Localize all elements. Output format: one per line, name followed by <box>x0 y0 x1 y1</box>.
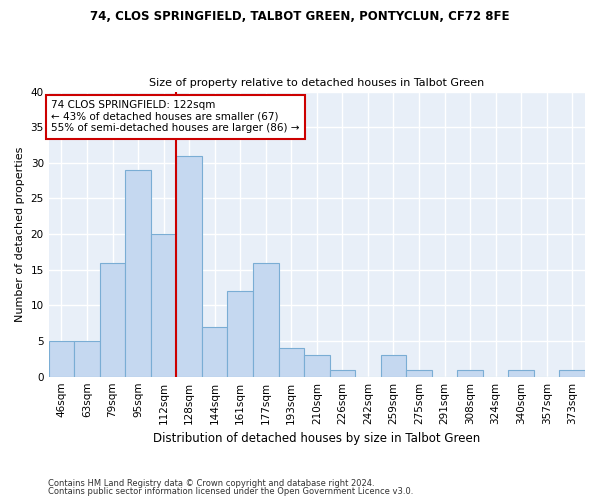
Bar <box>74 341 100 376</box>
Bar <box>559 370 585 376</box>
Bar <box>125 170 151 376</box>
Bar <box>457 370 483 376</box>
Bar <box>329 370 355 376</box>
Text: Contains public sector information licensed under the Open Government Licence v3: Contains public sector information licen… <box>48 487 413 496</box>
Bar <box>380 356 406 376</box>
Bar <box>176 156 202 376</box>
Bar <box>278 348 304 376</box>
Bar <box>253 262 278 376</box>
Text: 74 CLOS SPRINGFIELD: 122sqm
← 43% of detached houses are smaller (67)
55% of sem: 74 CLOS SPRINGFIELD: 122sqm ← 43% of det… <box>51 100 300 134</box>
Bar <box>151 234 176 376</box>
Y-axis label: Number of detached properties: Number of detached properties <box>15 146 25 322</box>
Bar <box>49 341 74 376</box>
Bar <box>227 291 253 376</box>
Title: Size of property relative to detached houses in Talbot Green: Size of property relative to detached ho… <box>149 78 484 88</box>
Bar <box>100 262 125 376</box>
Bar <box>304 356 329 376</box>
Text: Contains HM Land Registry data © Crown copyright and database right 2024.: Contains HM Land Registry data © Crown c… <box>48 478 374 488</box>
Bar <box>202 327 227 376</box>
Bar <box>406 370 432 376</box>
Text: 74, CLOS SPRINGFIELD, TALBOT GREEN, PONTYCLUN, CF72 8FE: 74, CLOS SPRINGFIELD, TALBOT GREEN, PONT… <box>90 10 510 23</box>
Bar <box>508 370 534 376</box>
X-axis label: Distribution of detached houses by size in Talbot Green: Distribution of detached houses by size … <box>153 432 481 445</box>
